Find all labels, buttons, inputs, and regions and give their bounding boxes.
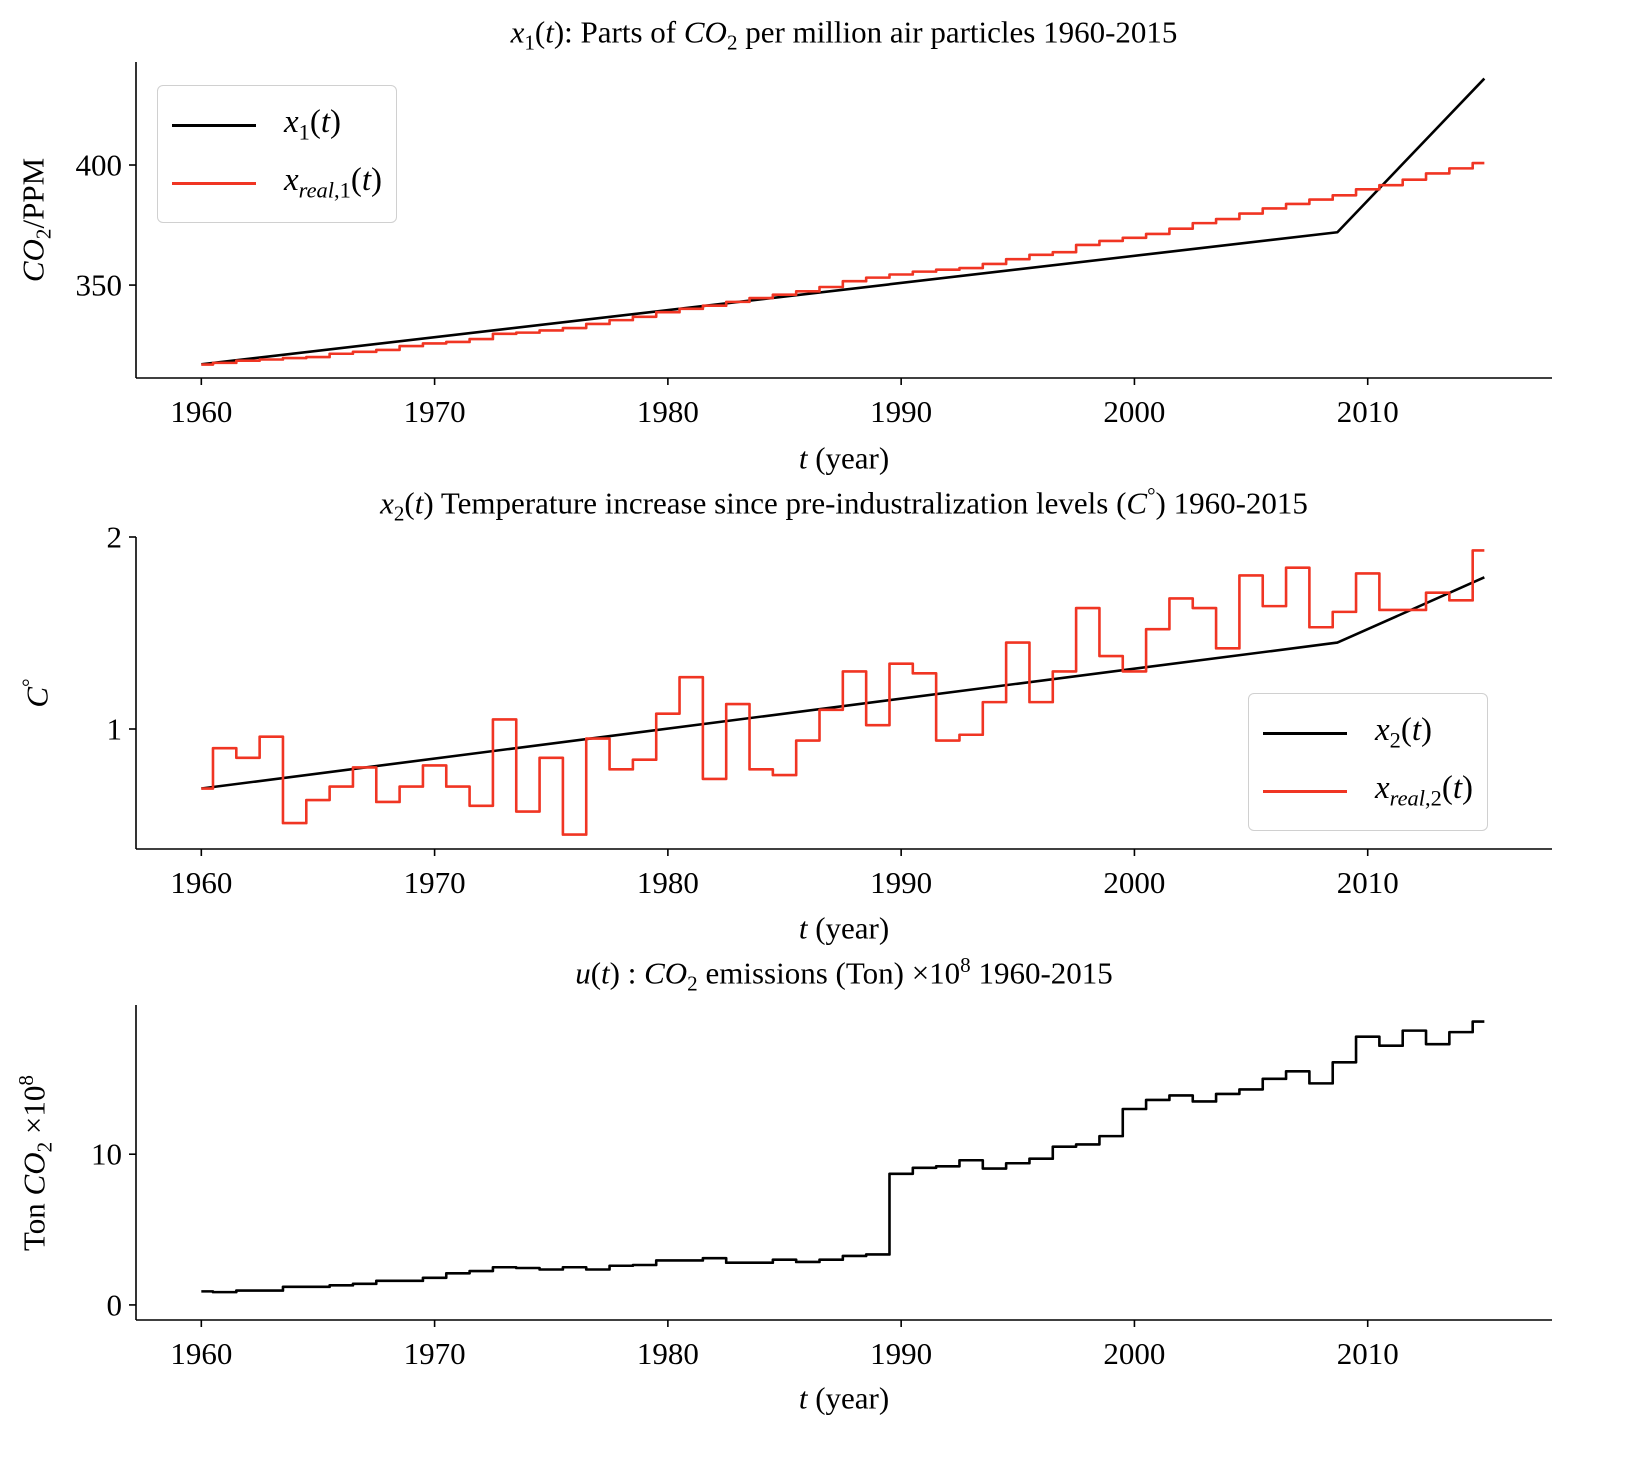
x-tick-label: 1970: [403, 865, 466, 900]
x-tick-label: 2000: [1103, 394, 1166, 429]
y-axis-label: $CO_2$/PPM: [15, 157, 56, 283]
legend: $x_1(t)$ $x_{real,1}(t)$: [157, 85, 397, 223]
step-series-line-0-1: [201, 161, 1485, 366]
y-axis-label: Ton $CO_2$ $\times 10^8$: [14, 1075, 57, 1251]
y-tick-label: 350: [75, 267, 123, 303]
x-tick-label: 2010: [1336, 394, 1399, 429]
legend-swatch: [1263, 789, 1347, 793]
y-tick-label: 1: [106, 711, 123, 747]
x-tick-label: 2010: [1336, 865, 1399, 900]
legend: $x_2(t)$ $x_{real,2}(t)$: [1248, 693, 1488, 831]
x-tick-label: 2000: [1103, 1336, 1166, 1371]
x-tick-label: 2010: [1336, 1336, 1399, 1371]
step-series-line-2-0: [201, 1020, 1485, 1294]
y-tick-label: 400: [75, 147, 123, 183]
x-axis-label: $t$ (year): [798, 910, 890, 946]
x-tick-label: 1970: [403, 394, 466, 429]
subplot-title: $x_2(t)$ Temperature increase since pre-…: [380, 483, 1308, 525]
legend-entry: $x_{real,2}(t)$: [1263, 762, 1473, 820]
subplot-title: $u(t)$ : $CO_2$ emissions (Ton) $\times …: [575, 955, 1113, 995]
x-tick-label: 1990: [870, 394, 933, 429]
x-axis-label: $t$ (year): [798, 440, 890, 476]
legend-label: $x_2(t)$: [1375, 712, 1433, 753]
subplot-title: $x_1(t)$: Parts of $CO_2$ per million ai…: [510, 14, 1178, 55]
x-tick-label: 1990: [870, 865, 933, 900]
x-tick-label: 1970: [403, 1336, 466, 1371]
legend-label: $x_{real,2}(t)$: [1375, 770, 1473, 811]
step-series-line-1-1: [201, 549, 1485, 836]
legend-entry: $x_2(t)$: [1263, 704, 1473, 762]
legend-entry: $x_1(t)$: [172, 96, 382, 154]
legend-swatch: [1263, 731, 1347, 735]
model-series-line-1-0: [201, 576, 1485, 790]
x-tick-label: 1980: [636, 1336, 699, 1371]
legend-swatch: [172, 181, 256, 185]
y-tick-label: 2: [106, 519, 123, 555]
y-tick-label: 10: [91, 1136, 122, 1172]
legend-swatch: [172, 123, 256, 127]
model-series-line-0-0: [201, 77, 1486, 366]
x-tick-label: 2000: [1103, 865, 1166, 900]
x-tick-label: 1960: [170, 394, 233, 429]
y-tick-label: 0: [106, 1287, 123, 1323]
x-tick-label: 1990: [870, 1336, 933, 1371]
x-tick-label: 1960: [170, 1336, 233, 1371]
legend-label: $x_1(t)$: [284, 104, 342, 145]
x-tick-label: 1980: [636, 394, 699, 429]
legend-label: $x_{real,1}(t)$: [284, 162, 382, 203]
y-axis-label: $C^\circ$: [17, 678, 54, 707]
legend-entry: $x_{real,1}(t)$: [172, 154, 382, 212]
x-tick-label: 1960: [170, 865, 233, 900]
x-axis-label: $t$ (year): [798, 1380, 890, 1416]
x-tick-label: 1980: [636, 865, 699, 900]
